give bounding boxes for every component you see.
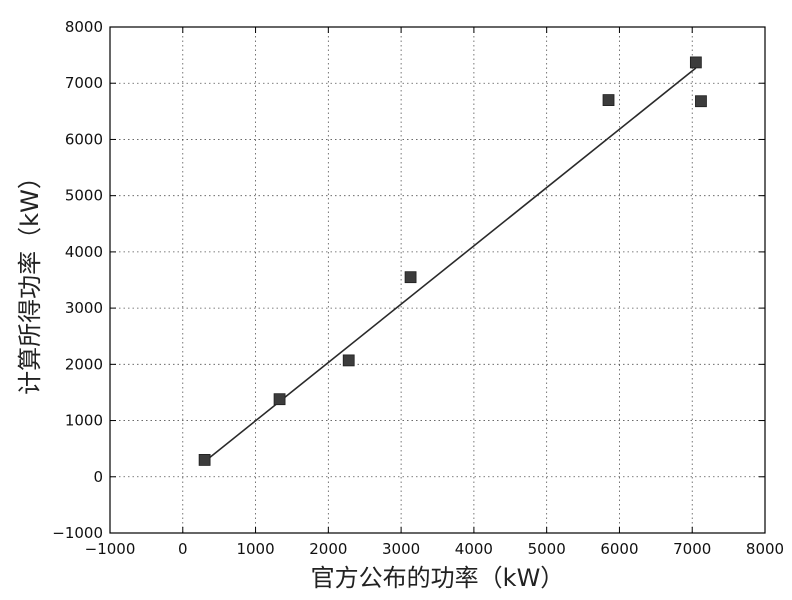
y-tick-label: 8000 bbox=[65, 18, 103, 36]
y-tick-label: 1000 bbox=[65, 412, 103, 430]
axis-ticks bbox=[109, 26, 766, 534]
fit-line bbox=[204, 67, 697, 463]
y-tick-label: 5000 bbox=[65, 187, 103, 205]
y-tick-label: 4000 bbox=[65, 243, 103, 261]
x-tick-label: 3000 bbox=[382, 540, 420, 558]
x-axis-title: 官方公布的功率（kW） bbox=[311, 564, 565, 592]
x-tick-label: 2000 bbox=[309, 540, 347, 558]
scatter-point bbox=[404, 271, 417, 284]
scatter-point bbox=[689, 56, 702, 69]
scatter-point bbox=[342, 354, 355, 367]
series bbox=[198, 56, 707, 466]
x-tick-label: 7000 bbox=[673, 540, 711, 558]
scatter-point bbox=[602, 94, 615, 106]
y-axis-tick-labels: −1000 0 1000 2000 3000 4000 5000 6000 7000 8000 bbox=[52, 18, 103, 542]
x-axis-tick-labels: −1000 0 1000 2000 3000 4000 5000 6000 7000 8000 bbox=[85, 540, 784, 558]
y-tick-label: 7000 bbox=[65, 74, 103, 92]
y-tick-label: 0 bbox=[93, 468, 103, 486]
plot-area-frame bbox=[109, 26, 766, 534]
grid bbox=[110, 27, 765, 533]
x-tick-label: 8000 bbox=[746, 540, 784, 558]
y-axis-title: 计算所得功率（kW） bbox=[16, 165, 44, 395]
x-tick-label: 0 bbox=[178, 540, 188, 558]
x-tick-label: −1000 bbox=[85, 540, 136, 558]
scatter-point bbox=[695, 95, 707, 108]
scatter-point bbox=[273, 393, 286, 406]
x-tick-label: 1000 bbox=[236, 540, 274, 558]
scatter-point bbox=[198, 454, 211, 466]
x-tick-label: 5000 bbox=[528, 540, 566, 558]
y-tick-label: −1000 bbox=[52, 524, 103, 542]
y-tick-label: 3000 bbox=[65, 299, 103, 317]
y-tick-label: 2000 bbox=[65, 355, 103, 373]
x-tick-label: 4000 bbox=[455, 540, 493, 558]
y-tick-label: 6000 bbox=[65, 130, 103, 148]
x-tick-label: 6000 bbox=[600, 540, 638, 558]
